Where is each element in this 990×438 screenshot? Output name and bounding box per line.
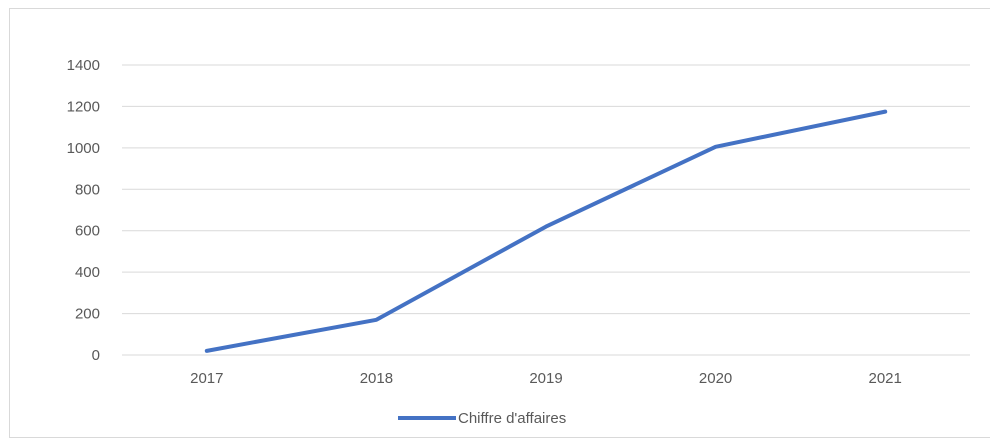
- x-tick-label: 2020: [699, 370, 732, 387]
- y-axis-ticks: 0 200 400 600 800 1000 1200 1400: [67, 57, 100, 364]
- y-tick-label: 800: [75, 181, 100, 198]
- y-tick-label: 400: [75, 264, 100, 281]
- y-tick-label: 0: [92, 347, 100, 364]
- y-tick-label: 200: [75, 306, 100, 323]
- legend-label: Chiffre d'affaires: [458, 410, 566, 427]
- x-tick-label: 2018: [360, 370, 393, 387]
- y-tick-label: 1200: [67, 98, 100, 115]
- x-tick-label: 2017: [190, 370, 223, 387]
- x-axis-ticks: 2017 2018 2019 2020 2021: [190, 370, 902, 387]
- y-tick-label: 1000: [67, 140, 100, 157]
- x-tick-label: 2019: [529, 370, 562, 387]
- gridlines: [122, 65, 970, 355]
- legend: Chiffre d'affaires: [398, 410, 566, 427]
- y-tick-label: 1400: [67, 57, 100, 74]
- y-tick-label: 600: [75, 223, 100, 240]
- x-tick-label: 2021: [869, 370, 902, 387]
